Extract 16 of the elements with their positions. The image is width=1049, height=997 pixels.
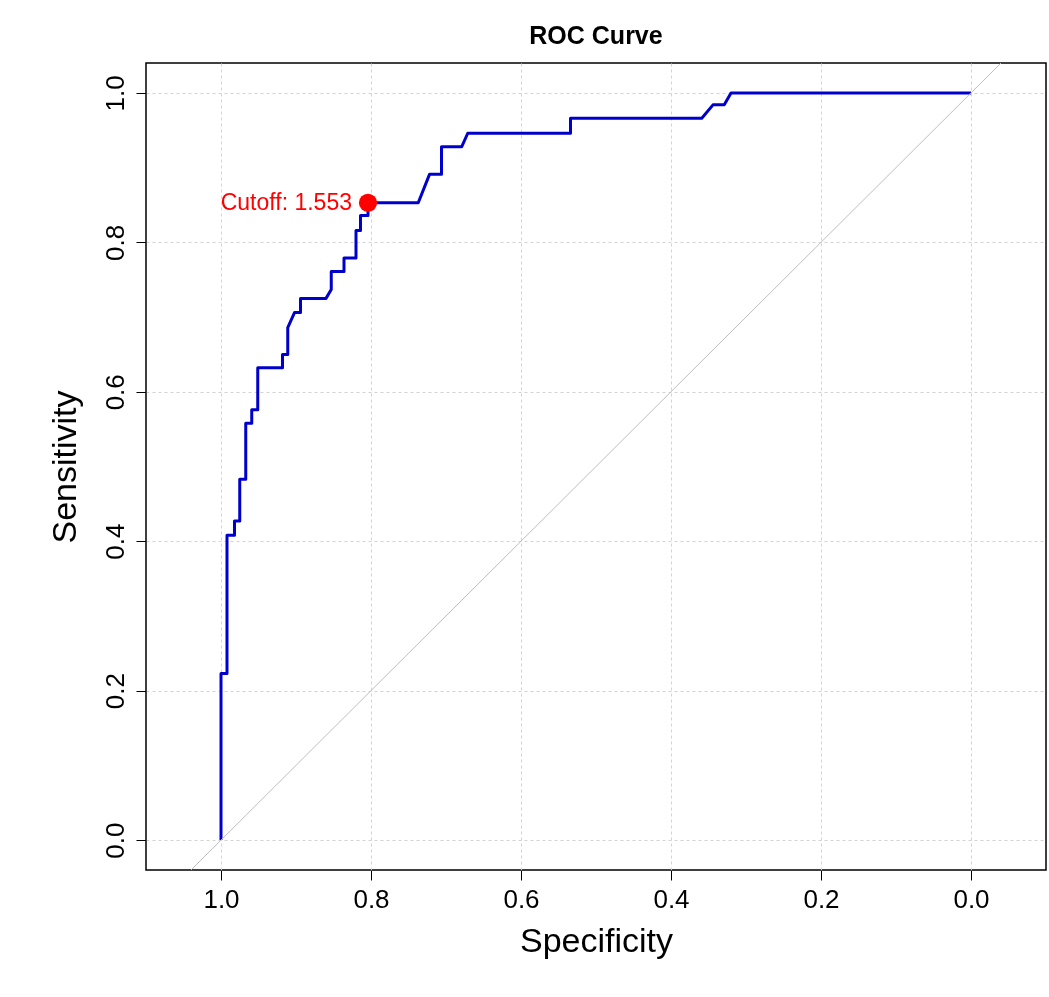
x-axis-title: Specificity: [519, 920, 674, 959]
x-tick-label: 0.8: [353, 883, 390, 914]
chart-title: ROC Curve: [529, 21, 663, 49]
y-tick-label: 0.0: [99, 822, 130, 859]
x-tick-label: 0.6: [503, 883, 540, 914]
y-tick-label: 0.6: [99, 374, 130, 411]
annotation: Cutoff: 1.553: [220, 188, 352, 215]
y-axis-title: Sensitivity: [44, 390, 83, 544]
y-tick-label: 0.8: [99, 224, 130, 261]
x-tick-label: 0.4: [653, 883, 690, 914]
x-tick-label: 0.0: [953, 883, 990, 914]
y-tick-label: 0.4: [99, 523, 130, 560]
y-tick-label: 1.0: [99, 75, 130, 112]
x-tick-label: 0.2: [803, 883, 840, 914]
x-tick-label: 1.0: [203, 883, 240, 914]
y-tick-label: 0.2: [99, 673, 130, 710]
